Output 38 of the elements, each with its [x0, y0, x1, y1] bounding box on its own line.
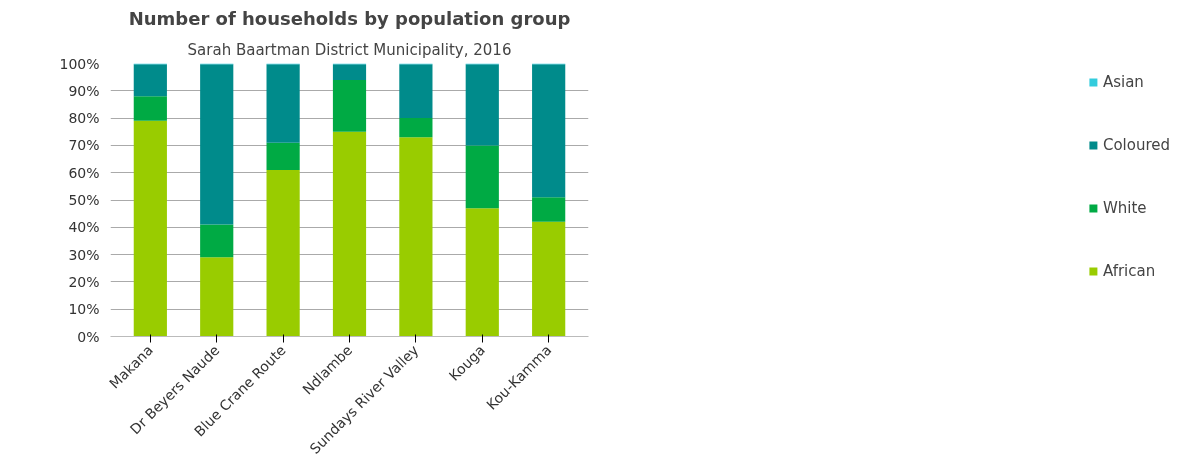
- bar: [133, 96, 167, 121]
- bar: [399, 118, 433, 138]
- bar: [332, 131, 367, 337]
- bar: [200, 64, 234, 225]
- bar: [266, 142, 300, 170]
- bar: [266, 64, 300, 143]
- legend-label: African: [1102, 262, 1156, 280]
- bar: [465, 208, 499, 337]
- chart-title: Number of households by population group: [128, 7, 571, 29]
- bar: [200, 224, 234, 258]
- y-tick-label: 30%: [68, 246, 100, 263]
- y-tick-label: 70%: [68, 137, 100, 154]
- y-tick-label: 40%: [68, 219, 100, 236]
- bar: [332, 79, 367, 132]
- legend-label: Asian: [1102, 73, 1144, 91]
- legend-label: White: [1102, 199, 1147, 217]
- bar: [200, 257, 234, 337]
- bar: [532, 221, 566, 337]
- bar: [532, 197, 566, 222]
- bar: [332, 64, 367, 80]
- bar: [399, 137, 433, 337]
- y-tick-label: 20%: [68, 273, 100, 290]
- chart-subtitle: Sarah Baartman District Municipality, 2016: [187, 40, 512, 59]
- bar: [133, 120, 167, 337]
- bar: [465, 145, 499, 209]
- legend-label: Coloured: [1102, 136, 1170, 154]
- y-tick-label: 100%: [59, 55, 100, 72]
- bar: [465, 64, 499, 146]
- y-tick-label: 60%: [68, 164, 100, 181]
- bar: [532, 64, 566, 198]
- y-tick-label: 10%: [68, 301, 100, 318]
- y-tick-label: 80%: [68, 110, 100, 127]
- bar: [399, 64, 433, 119]
- bar: [266, 169, 300, 337]
- y-tick-label: 90%: [68, 82, 100, 99]
- y-tick-label: 0%: [77, 328, 100, 345]
- y-tick-label: 50%: [68, 192, 100, 208]
- bar: [133, 64, 167, 97]
